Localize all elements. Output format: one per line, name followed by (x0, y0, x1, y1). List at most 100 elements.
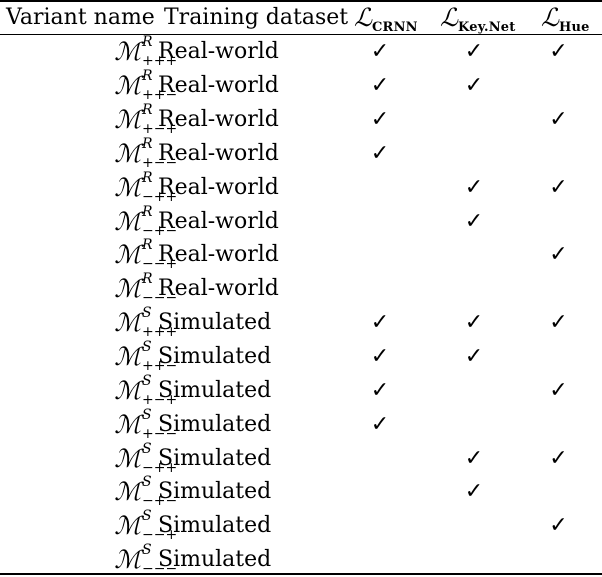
checkmark-icon: ✓ (464, 344, 484, 370)
dataset-cell: Simulated (158, 411, 272, 437)
model-symbol: ℳ (114, 375, 141, 405)
variant-cell: ℳ S +−+ (0, 373, 177, 407)
table-row: ℳ S +−− Simulated ✓ (0, 407, 596, 441)
checkmark-icon: ✓ (370, 411, 390, 437)
variant-cell: ℳ S −−− (0, 543, 177, 577)
table-row: ℳ S −−+ Simulated ✓ (0, 509, 596, 543)
table-row: ℳ S −−− Simulated (0, 543, 596, 577)
check-crnn-cell: ✓ (333, 340, 427, 374)
table-row: ℳ R −+− Real-world ✓ (0, 204, 596, 238)
check-crnn-cell: ✓ (333, 373, 427, 407)
variant-scripts: S −+− (142, 475, 177, 508)
dataset-cell: Simulated (158, 547, 272, 573)
header-loss-hue: ℒHue (541, 3, 590, 36)
dataset-cell: Simulated (158, 344, 272, 370)
check-crnn-cell: ✓ (333, 69, 427, 103)
model-symbol: ℳ (114, 477, 141, 507)
loss-symbol: ℒ (440, 3, 459, 32)
variant-superscript: S (142, 305, 152, 322)
variant-cell: ℳ R ++− (0, 69, 177, 103)
check-keynet-cell: ✓ (427, 475, 521, 509)
model-symbol: ℳ (114, 240, 141, 270)
variant-superscript: R (142, 271, 153, 288)
checkmark-icon: ✓ (464, 174, 484, 200)
variant-subscript: ++− (142, 358, 178, 375)
dataset-cell: Simulated (158, 445, 272, 471)
checkmark-icon: ✓ (464, 445, 484, 471)
variant-scripts: R ++− (142, 69, 177, 102)
model-symbol: ℳ (114, 37, 141, 67)
check-crnn-cell (333, 238, 427, 272)
check-hue-cell: ✓ (521, 238, 596, 272)
model-symbol: ℳ (114, 105, 141, 135)
check-crnn-cell: ✓ (333, 306, 427, 340)
check-keynet-cell: ✓ (427, 204, 521, 238)
variant-scripts: R −−− (142, 272, 177, 305)
table-row: ℳ R −++ Real-world ✓ ✓ (0, 170, 596, 204)
check-crnn-cell (333, 204, 427, 238)
checkmark-icon: ✓ (464, 39, 484, 65)
check-crnn-cell: ✓ (333, 103, 427, 137)
variant-subscript: +++ (142, 53, 178, 70)
check-crnn-cell: ✓ (333, 137, 427, 171)
table-bottom-rule (0, 573, 602, 575)
loss-keynet-subscript: Key.Net (458, 20, 516, 35)
table-row: ℳ S ++− Simulated ✓ ✓ (0, 340, 596, 374)
check-keynet-cell (427, 509, 521, 543)
model-symbol: ℳ (114, 511, 141, 541)
variant-cell: ℳ S +−− (0, 406, 177, 441)
variant-scripts: R −++ (142, 171, 177, 204)
checkmark-icon: ✓ (549, 310, 568, 336)
table-row: ℳ R +++ Real-world ✓ ✓ ✓ (0, 35, 596, 69)
check-hue-cell (521, 137, 596, 171)
check-keynet-cell (427, 543, 521, 577)
variant-scripts: S ++− (142, 340, 177, 373)
check-crnn-cell (333, 543, 427, 577)
variant-subscript: −−− (142, 561, 178, 577)
header-loss-crnn: ℒCRNN (354, 3, 418, 36)
variant-subscript: −++ (142, 188, 178, 205)
dataset-cell: Real-world (158, 107, 279, 133)
checkmark-icon: ✓ (464, 310, 484, 336)
variant-superscript: S (142, 474, 152, 491)
variant-cell: ℳ R +++ (0, 35, 177, 69)
check-keynet-cell (427, 407, 521, 441)
variant-subscript: ++− (142, 87, 178, 104)
check-keynet-cell: ✓ (427, 170, 521, 204)
check-hue-cell: ✓ (521, 306, 596, 340)
checkmark-icon: ✓ (464, 73, 484, 99)
loss-crnn-subscript: CRNN (372, 20, 418, 35)
variant-subscript: −++ (142, 459, 178, 476)
variant-subscript: +++ (142, 324, 178, 341)
variant-scripts: S +++ (142, 306, 177, 339)
check-hue-cell (521, 407, 596, 441)
loss-symbol: ℒ (354, 3, 373, 32)
variant-scripts: S +−+ (142, 374, 177, 407)
header-training-dataset: Training dataset (164, 5, 349, 30)
loss-symbol: ℒ (541, 3, 560, 32)
variant-superscript: R (142, 237, 153, 254)
dataset-cell: Simulated (158, 377, 272, 403)
model-symbol: ℳ (114, 443, 141, 473)
table-top-rule (0, 0, 602, 2)
variant-scripts: R −−+ (142, 238, 177, 271)
variant-superscript: R (142, 135, 153, 152)
variant-scripts: R +++ (142, 35, 177, 68)
variant-cell: ℳ R −++ (0, 170, 177, 204)
checkmark-icon: ✓ (549, 377, 568, 403)
checkmark-icon: ✓ (549, 107, 568, 133)
variant-superscript: R (142, 203, 153, 220)
variant-subscript: +−+ (142, 391, 178, 408)
variant-cell: ℳ S −−+ (0, 509, 177, 543)
dataset-cell: Real-world (158, 174, 279, 200)
table-row: ℳ R ++− Real-world ✓ ✓ (0, 69, 596, 103)
variant-superscript: S (142, 406, 152, 423)
model-symbol: ℳ (114, 545, 141, 575)
model-symbol: ℳ (114, 308, 141, 338)
checkmark-icon: ✓ (549, 39, 568, 65)
table-row: ℳ R +−− Real-world ✓ (0, 137, 596, 171)
checkmark-icon: ✓ (370, 39, 390, 65)
table-row: ℳ R +−+ Real-world ✓ ✓ (0, 103, 596, 137)
table-row: ℳ S +−+ Simulated ✓ ✓ (0, 373, 596, 407)
check-hue-cell (521, 475, 596, 509)
